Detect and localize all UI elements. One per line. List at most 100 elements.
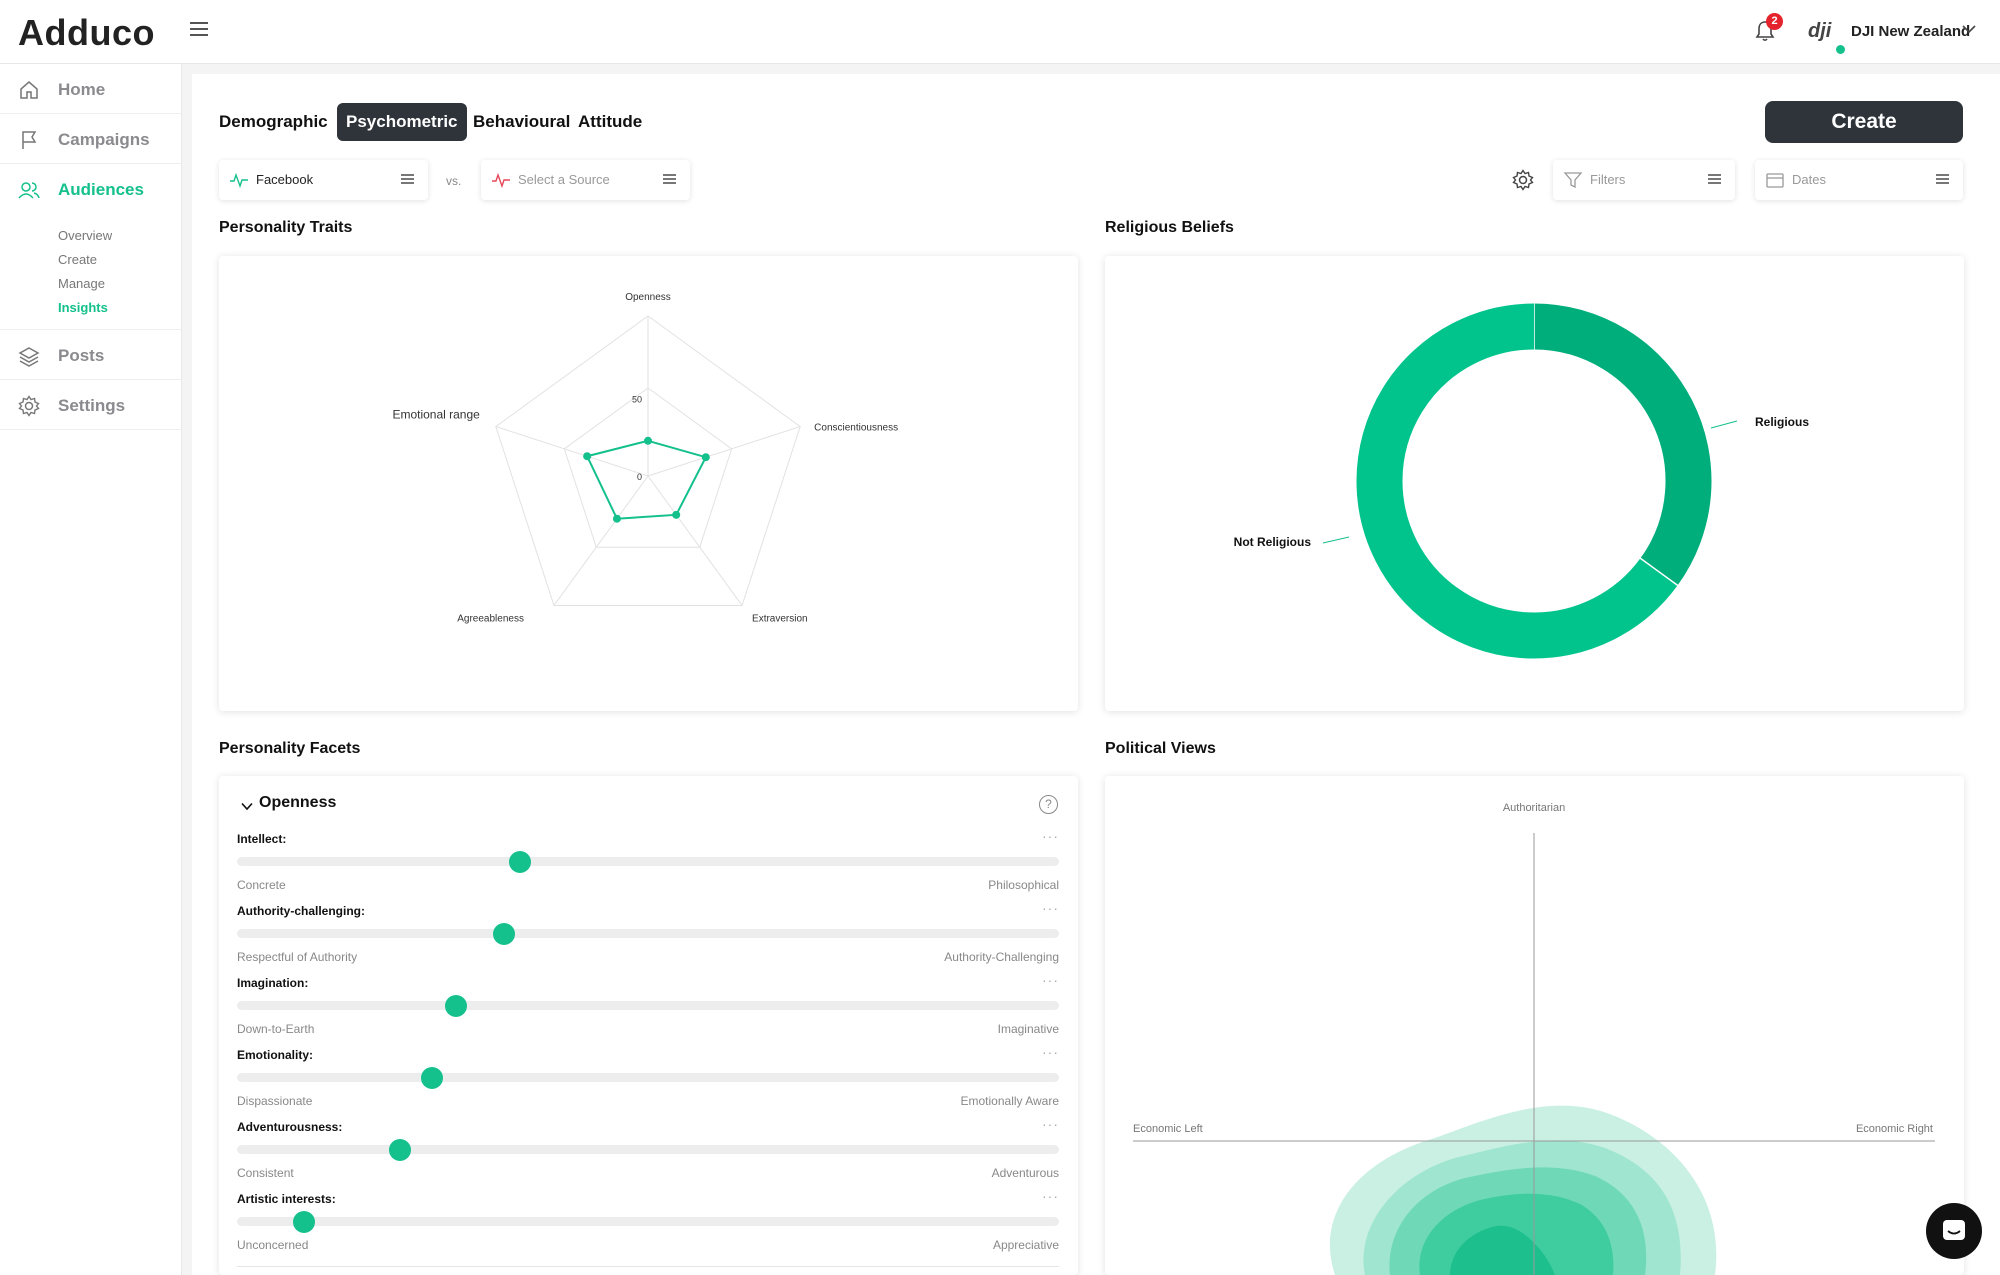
tab-psychometric[interactable]: Psychometric (337, 103, 467, 141)
radar-point[interactable] (612, 514, 621, 523)
facet-slider-knob[interactable] (292, 1211, 315, 1233)
sidebar-item-label: Posts (58, 346, 105, 365)
donut-slice[interactable] (1356, 303, 1678, 659)
tab-demographic[interactable]: Demographic (219, 112, 328, 131)
radar-series-line (585, 439, 708, 520)
chevron-down-icon[interactable] (1962, 24, 1976, 34)
facet-slider-row: Authority-challenging: ··· Respectful of A… (237, 900, 1059, 976)
more-options-icon[interactable]: ··· (1042, 972, 1059, 988)
users-icon (18, 182, 40, 199)
more-options-icon[interactable]: ··· (1042, 1044, 1059, 1060)
sidebar-item-posts[interactable]: Posts (0, 330, 182, 380)
facet-right-label: Emotionally Aware (960, 1094, 1060, 1108)
activity-icon (492, 172, 510, 188)
sidebar-item-home[interactable]: Home (0, 64, 182, 114)
facet-slider-track[interactable] (237, 857, 1059, 866)
source-select-primary[interactable]: Facebook (219, 160, 428, 200)
donut-slice-separator (1639, 557, 1679, 587)
radar-point[interactable] (672, 510, 681, 519)
facet-left-label: Respectful of Authority (237, 950, 358, 964)
list-menu-icon (1936, 174, 1949, 184)
section-title-political-views: Political Views (1105, 740, 1216, 757)
radar-spoke (647, 475, 743, 606)
radar-axis-label: Conscientiousness (814, 423, 898, 434)
list-menu-icon (1708, 174, 1721, 184)
radar-axis-label: Extraversion (752, 613, 808, 624)
flag-icon (22, 131, 37, 149)
online-status-dot (1836, 45, 1845, 54)
versus-label: vs. (446, 174, 462, 188)
sidebar-item-label: Home (58, 80, 106, 99)
facet-title: Adventurousness: (237, 1120, 343, 1134)
donut-slice[interactable] (1533, 303, 1712, 586)
section-title-religious-beliefs: Religious Beliefs (1105, 219, 1234, 236)
facet-title: Intellect: (237, 832, 287, 846)
facet-slider-track[interactable] (237, 1217, 1059, 1226)
chat-launcher-button[interactable] (1926, 1203, 1982, 1259)
tab-behavioural[interactable]: Behavioural (473, 112, 571, 131)
facet-right-label: Imaginative (997, 1022, 1059, 1036)
facet-slider-row: Intellect: ··· Concrete Philosophical (237, 828, 1059, 904)
donut-chart: Religious Not Religious (1234, 303, 1809, 659)
notification-badge: 2 (1766, 13, 1783, 30)
list-menu-icon (663, 174, 676, 184)
facet-slider-row: Imagination: ··· Down-to-Earth Imaginative (237, 972, 1059, 1048)
chat-icon (1943, 1220, 1965, 1240)
facet-slider-knob[interactable] (493, 923, 516, 945)
facet-slider-track[interactable] (237, 929, 1059, 938)
religious-beliefs-card: Religious Not Religious (1105, 256, 1964, 711)
more-options-icon[interactable]: ··· (1042, 1188, 1059, 1204)
radar-grid-ring (563, 387, 733, 548)
sidebar-item-campaigns[interactable]: Campaigns (0, 114, 182, 164)
donut-label: Religious (1755, 415, 1809, 429)
facet-title: Emotionality: (237, 1048, 314, 1062)
radar-scale-label: 0 (637, 472, 642, 482)
facet-group-title[interactable]: Openness (259, 794, 337, 811)
help-icon[interactable]: ? (1039, 795, 1058, 814)
facet-slider-knob[interactable] (445, 995, 468, 1017)
sidebar-subitem-manage[interactable]: Manage (58, 276, 105, 291)
chevron-down-icon[interactable] (241, 802, 253, 811)
sidebar-subitem-insights[interactable]: Insights (58, 300, 108, 315)
more-options-icon[interactable]: ··· (1042, 828, 1059, 844)
facet-slider-row: Artistic interests: ··· Unconcerned Appreci… (237, 1188, 1059, 1264)
sidebar-subitem-create[interactable]: Create (58, 252, 98, 267)
create-button[interactable]: Create (1765, 101, 1963, 143)
tab-attitude[interactable]: Attitude (578, 112, 643, 131)
source-select-secondary[interactable]: Select a Source (481, 160, 690, 200)
axis-label-right: Economic Right (1856, 1123, 1933, 1135)
political-views-card: Authoritarian Economic Left Economic Rig… (1105, 776, 1964, 1275)
facet-right-label: Philosophical (988, 878, 1059, 892)
radar-point[interactable] (644, 436, 652, 445)
sidebar-item-settings[interactable]: Settings (0, 380, 182, 430)
personality-traits-card: Openness Conscientiousness Extraversion Agr… (219, 256, 1078, 711)
sidebar-subitem-overview[interactable]: Overview (58, 228, 113, 243)
settings-gear-icon[interactable] (1512, 169, 1534, 191)
sidebar-item-audiences[interactable]: Audiences (0, 164, 182, 214)
radar-point[interactable] (701, 453, 710, 462)
sidebar-item-label: Campaigns (58, 130, 150, 149)
account-name[interactable]: DJI New Zealand (1851, 23, 1971, 40)
facet-slider-track[interactable] (237, 1001, 1059, 1010)
facet-slider-knob[interactable] (420, 1067, 443, 1089)
facet-slider-track[interactable] (237, 1145, 1059, 1154)
radar-point[interactable] (583, 452, 592, 461)
sidebar-item-label: Settings (58, 396, 126, 415)
dates-select[interactable]: Dates (1755, 160, 1963, 200)
density-blob (1329, 1105, 1717, 1275)
account-brand-logo: dji (1808, 20, 1832, 42)
app-logo[interactable]: Adduco (18, 12, 155, 53)
radar-chart: Openness Conscientiousness Extraversion Agr… (392, 292, 898, 624)
facet-slider-track[interactable] (237, 1073, 1059, 1082)
filters-select[interactable]: Filters (1553, 160, 1735, 200)
facet-title: Imagination: (237, 976, 309, 990)
menu-icon[interactable] (190, 22, 208, 36)
layers-icon (18, 347, 40, 367)
axis-label-left: Economic Left (1133, 1123, 1203, 1135)
facet-title: Authority-challenging: (237, 904, 365, 918)
radar-spoke (647, 426, 801, 477)
facet-slider-knob[interactable] (388, 1139, 411, 1161)
more-options-icon[interactable]: ··· (1042, 1116, 1059, 1132)
more-options-icon[interactable]: ··· (1042, 900, 1059, 916)
facet-slider-knob[interactable] (508, 851, 531, 873)
